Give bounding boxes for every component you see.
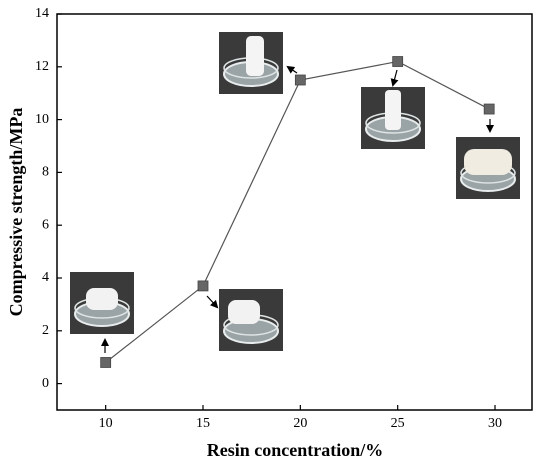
x-tick-label: 25	[391, 416, 405, 431]
arrow	[286, 65, 298, 74]
marker	[392, 56, 404, 67]
y-tick-label: 2	[42, 323, 49, 338]
y-tick-label: 4	[42, 270, 49, 285]
sample	[464, 149, 512, 175]
marker	[294, 74, 306, 86]
y-tick-label: 0	[42, 376, 49, 391]
plot-frame	[56, 13, 533, 411]
y-axis-title: Compressive strength/MPa	[6, 108, 26, 317]
marker	[100, 357, 112, 368]
sample	[86, 288, 118, 310]
x-tick-label: 10	[99, 416, 113, 431]
sample	[385, 90, 401, 130]
line	[105, 60, 490, 363]
x-axis-title: Resin concentration/%	[207, 440, 383, 460]
x-tick-label: 30	[488, 416, 502, 431]
y-tick-label: 12	[35, 59, 49, 74]
y-tick-label: 10	[35, 112, 49, 127]
photos	[69, 31, 521, 352]
arrow	[206, 295, 219, 309]
x-tick-label: 15	[196, 416, 210, 431]
marker	[197, 280, 209, 292]
arrows	[101, 65, 494, 353]
sample	[228, 300, 260, 324]
y-tick-label: 8	[42, 165, 49, 180]
marker	[483, 103, 495, 115]
x-tick-label: 20	[293, 416, 307, 431]
arrow	[390, 69, 399, 87]
sample	[246, 36, 264, 76]
y-tick-label: 6	[42, 217, 49, 232]
y-tick-label: 14	[35, 6, 49, 21]
